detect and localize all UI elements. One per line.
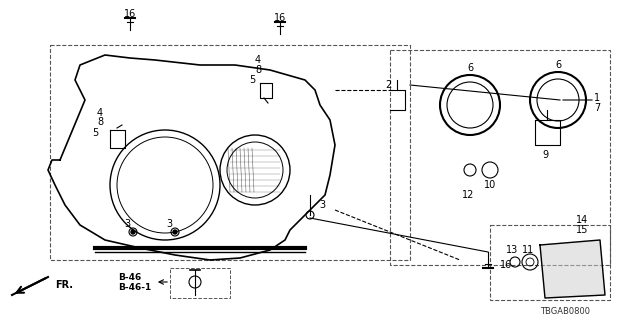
Text: 1: 1 (594, 93, 600, 103)
Text: 15: 15 (576, 225, 588, 235)
Text: 7: 7 (594, 103, 600, 113)
Text: 6: 6 (467, 63, 473, 73)
Bar (390, 50, 610, 265)
Text: 3: 3 (166, 219, 172, 229)
Text: 12: 12 (462, 190, 474, 200)
Text: 5: 5 (92, 128, 98, 138)
Text: 3: 3 (124, 219, 130, 229)
Text: TBGAB0800: TBGAB0800 (540, 308, 590, 316)
Text: 6: 6 (555, 60, 561, 70)
Text: 3: 3 (319, 200, 325, 210)
Circle shape (173, 230, 177, 234)
Text: 9: 9 (542, 150, 548, 160)
Text: 16: 16 (500, 260, 512, 270)
Text: 10: 10 (484, 180, 496, 190)
Bar (490, 225, 610, 300)
Polygon shape (540, 240, 605, 298)
Text: B-46-1: B-46-1 (118, 283, 151, 292)
Text: 8: 8 (255, 65, 261, 75)
Text: 13: 13 (506, 245, 518, 255)
Text: 4: 4 (255, 55, 261, 65)
Text: 2: 2 (385, 80, 391, 90)
Text: 11: 11 (522, 245, 534, 255)
Text: 16: 16 (274, 13, 286, 23)
Text: 4: 4 (97, 108, 103, 118)
Bar (170, 268, 230, 298)
Text: B-46: B-46 (118, 274, 141, 283)
Text: 5: 5 (249, 75, 255, 85)
Circle shape (131, 230, 135, 234)
Text: FR.: FR. (55, 280, 73, 290)
Bar (50, 45, 410, 260)
Text: 8: 8 (97, 117, 103, 127)
Text: 14: 14 (576, 215, 588, 225)
Text: 16: 16 (124, 9, 136, 19)
